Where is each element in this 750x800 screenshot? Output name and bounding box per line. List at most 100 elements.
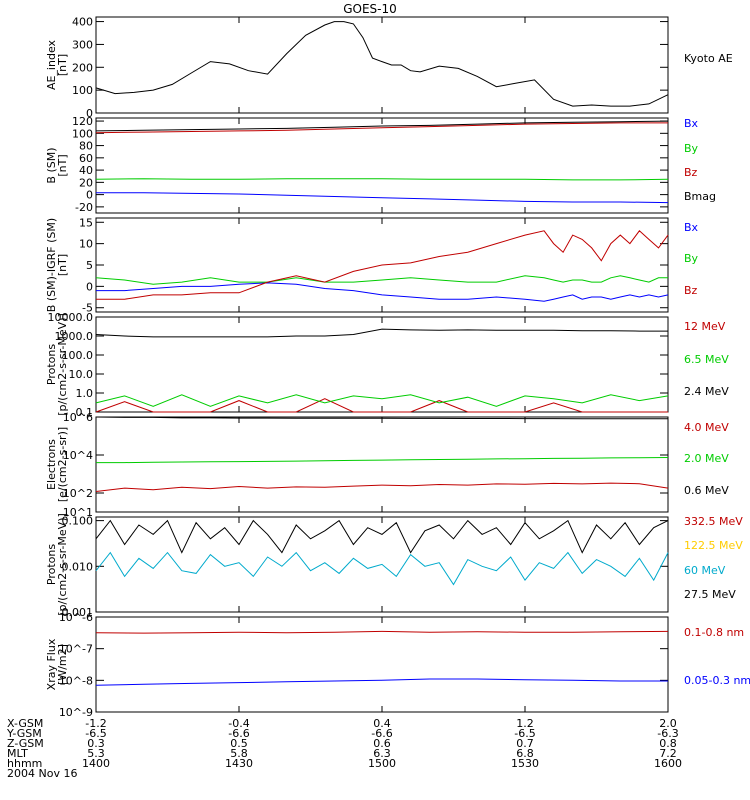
y-tick-label: 1000.0	[55, 330, 94, 343]
date-label: 2004 Nov 16	[7, 767, 77, 780]
y-tick-label: 40	[79, 164, 93, 177]
orbit-row-value: -6.5	[85, 727, 106, 740]
panel-3: -5 0 5 10 15 B (SM)-IGRF (SM)[nT] Bx By Bz	[45, 216, 699, 314]
orbit-row-value: 1530	[511, 757, 539, 770]
y-tick-label: 120	[72, 115, 93, 128]
legend-entry: Bx	[684, 117, 699, 130]
orbit-row-value: 0.5	[230, 737, 248, 750]
orbit-row-label: Z-GSM	[7, 737, 44, 750]
y-tick-label: 10^2	[63, 487, 93, 500]
y-axis-label: Protons	[45, 344, 58, 385]
series-line-2-4-mev	[95, 328, 668, 338]
orbit-row-value: 6.3	[373, 747, 391, 760]
panel-frame	[95, 316, 669, 413]
orbit-row-value: -6.5	[514, 727, 535, 740]
orbit-row-label: X-GSM	[7, 717, 43, 730]
legend-entry: 27.5 MeV	[684, 588, 736, 601]
chart-title: GOES-10	[343, 2, 397, 16]
series-line-bz	[96, 230, 669, 300]
series-line-27-5-mev	[95, 519, 669, 554]
legend-entry: 0.6 MeV	[684, 484, 729, 497]
y-tick-label: 300	[72, 38, 93, 51]
legend-entry: 4.0 MeV	[684, 421, 729, 434]
y-tick-label: 10^-8	[59, 674, 93, 687]
series-line-by	[95, 178, 669, 181]
y-tick-label: 15	[79, 216, 93, 229]
orbit-row-value: -0.4	[228, 717, 249, 730]
orbit-row-value: -6.3	[657, 727, 678, 740]
series-line-0-1-0-8-nm	[95, 630, 669, 634]
y-axis-label: Electrons	[45, 439, 58, 490]
orbit-footer: X-GSM -1.2 -0.4 0.4 1.2 2.0 Y-GSM -6.5 -6.6 -6.6 -…	[6, 717, 682, 780]
series-line-0-6-mev	[95, 416, 668, 420]
series-line-60-mev	[95, 551, 669, 586]
panel-1: 0 100 200 300 400 AE_index[nT] Kyoto AE	[45, 16, 733, 120]
orbit-row-value: 1500	[368, 757, 396, 770]
y-tick-label: 20	[79, 176, 93, 189]
orbit-row-label: MLT	[7, 747, 28, 760]
series-line-bx	[96, 192, 669, 204]
y-axis-label: [e/(cm2-s-sr)]	[56, 427, 69, 502]
y-tick-label: 10^-9	[59, 706, 93, 719]
orbit-row-value: 5.8	[230, 747, 248, 760]
y-tick-label: 10.0	[69, 368, 94, 381]
y-axis-label: [nT]	[56, 54, 69, 76]
y-axis-label: [W/m2]	[56, 644, 69, 685]
legend-entry: Kyoto AE	[684, 52, 733, 65]
panel-frame	[95, 117, 669, 214]
y-tick-label: 100	[72, 84, 93, 97]
panel-frame	[95, 16, 669, 114]
orbit-row-value: 0.6	[373, 737, 391, 750]
legend-entry: Bz	[684, 284, 698, 297]
legend-entry: 12 MeV	[684, 320, 726, 333]
y-tick-label: 0.001	[62, 606, 94, 619]
series-line-2-0-mev	[96, 457, 669, 464]
legend-entry: Bz	[684, 166, 698, 179]
legend-entry: By	[684, 252, 699, 265]
orbit-row-value: 7.2	[659, 747, 677, 760]
y-tick-label: 0	[86, 107, 93, 120]
orbit-row-label: Y-GSM	[6, 727, 42, 740]
orbit-row-value: -6.6	[371, 727, 392, 740]
legend-entry: 2.4 MeV	[684, 385, 729, 398]
series-line-bmag	[95, 120, 669, 132]
y-axis-label: [nT]	[56, 154, 69, 176]
y-tick-label: 0.1	[76, 406, 94, 419]
orbit-row-value: 2.0	[659, 717, 677, 730]
orbit-row-value: -1.2	[85, 717, 106, 730]
orbit-row-value: 0.7	[516, 737, 534, 750]
orbit-row-value: 1600	[654, 757, 682, 770]
y-tick-label: 10^4	[63, 449, 93, 462]
orbit-row-value: 1.2	[516, 717, 534, 730]
orbit-row-value: 0.4	[373, 717, 391, 730]
y-axis-label: B (SM)-IGRF (SM)	[45, 218, 58, 312]
orbit-row-value: -6.6	[228, 727, 249, 740]
series-line-bx	[96, 282, 669, 302]
y-tick-label: 80	[79, 140, 93, 153]
y-tick-label: 0.010	[62, 560, 94, 573]
y-axis-label: [p/(cm2-s-sr-MeV)]	[56, 513, 69, 616]
series-line-bz	[95, 122, 668, 134]
legend-entry: 0.1-0.8 nm	[684, 626, 744, 639]
y-tick-label: 0	[86, 189, 93, 202]
series-line-kyoto-ae	[95, 21, 669, 107]
y-axis-label: AE_index	[45, 39, 58, 90]
y-axis-label: Protons	[45, 544, 58, 585]
y-axis-label: B (SM)	[45, 147, 58, 183]
y-tick-label: 10^1	[63, 506, 93, 519]
series-line-0-05-0-3-nm	[95, 678, 668, 686]
legend-entry: 332.5 MeV	[684, 515, 743, 528]
legend-entry: By	[684, 142, 699, 155]
y-tick-label: 5	[86, 259, 93, 272]
y-axis-label: Xray Flux	[45, 638, 58, 690]
panel-frame	[95, 416, 669, 513]
y-tick-label: 10	[79, 238, 93, 251]
y-tick-label: 10000.0	[48, 311, 94, 324]
legend-entry: 2.0 MeV	[684, 452, 729, 465]
orbit-row-value: 6.8	[516, 747, 534, 760]
legend-entry: Bx	[684, 221, 699, 234]
orbit-row-value: 1400	[82, 757, 110, 770]
y-tick-label: 400	[72, 16, 93, 29]
orbit-row-value: 0.8	[659, 737, 677, 750]
